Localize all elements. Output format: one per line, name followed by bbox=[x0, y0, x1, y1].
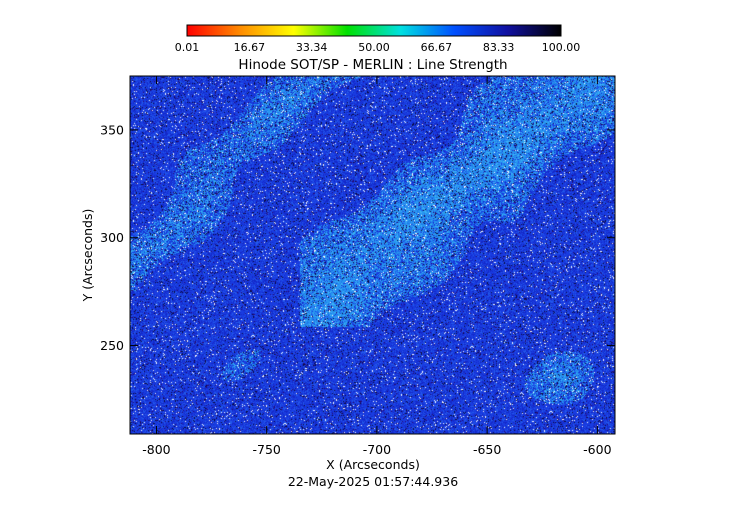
colorbar-tick-label: 50.00 bbox=[358, 41, 390, 54]
x-axis-ticks: -800 -750 -700 -650 -600 bbox=[142, 76, 612, 457]
colorbar-tick-label: 66.67 bbox=[421, 41, 453, 54]
colorbar-tick-label: 33.34 bbox=[296, 41, 328, 54]
colorbar-gradient bbox=[186, 24, 562, 37]
y-tick-label: 350 bbox=[100, 122, 124, 137]
y-axis-label: Y (Arcseconds) bbox=[80, 209, 95, 303]
chart-title: Hinode SOT/SP - MERLIN : Line Strength bbox=[238, 57, 507, 73]
x-tick-label: -750 bbox=[252, 442, 280, 457]
timestamp: 22-May-2025 01:57:44.936 bbox=[288, 474, 458, 489]
colorbar-tick-label: 83.33 bbox=[483, 41, 515, 54]
y-tick-label: 250 bbox=[100, 338, 124, 353]
y-tick-label: 300 bbox=[100, 230, 124, 245]
heatmap-image bbox=[130, 76, 615, 434]
plot-area: -800 -750 -700 -650 -600 250 300 350 bbox=[100, 75, 616, 457]
colorbar-tick-label: 16.67 bbox=[234, 41, 266, 54]
x-tick-label: -650 bbox=[473, 442, 501, 457]
y-axis-ticks: 250 300 350 bbox=[100, 122, 615, 353]
x-tick-label: -700 bbox=[363, 442, 391, 457]
x-tick-label: -800 bbox=[142, 442, 170, 457]
x-axis-label: X (Arcseconds) bbox=[326, 457, 420, 472]
colorbar: 0.01 16.67 33.34 50.00 66.67 83.33 100.00 bbox=[175, 24, 581, 54]
plot-frame bbox=[129, 75, 616, 435]
colorbar-tick-labels: 0.01 16.67 33.34 50.00 66.67 83.33 100.00 bbox=[175, 41, 581, 54]
colorbar-tick-label: 0.01 bbox=[175, 41, 200, 54]
x-tick-label: -600 bbox=[583, 442, 611, 457]
colorbar-tick-label: 100.00 bbox=[542, 41, 581, 54]
